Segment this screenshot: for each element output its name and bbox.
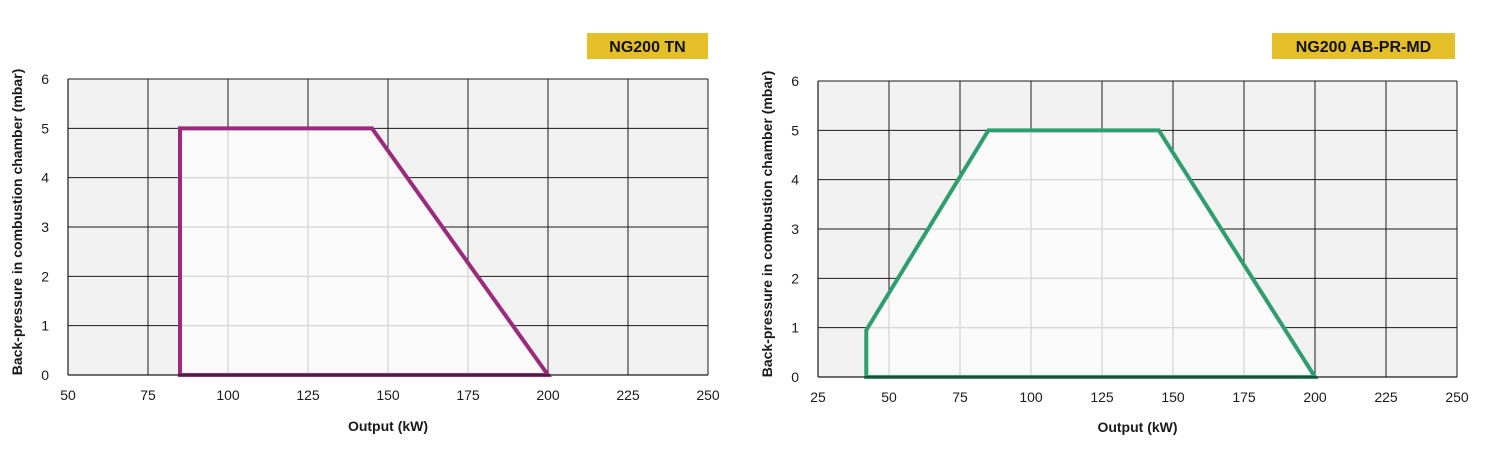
y-tick-label-3: 3 — [791, 221, 799, 237]
x-tick-label-6: 175 — [1232, 389, 1256, 405]
title-badge — [1272, 33, 1455, 59]
x-tick-label-0: 25 — [810, 389, 826, 405]
envelope-fill — [866, 130, 1315, 377]
x-tick-label-5: 150 — [1161, 389, 1185, 405]
chart-ng200-ab-pr-md: 25 50 75 100 125 150 175 200 225 250 0 1 2 3 4 5 6 Output… — [759, 33, 1469, 435]
y-tick-label-1: 1 — [791, 320, 799, 336]
y-axis-title: Back-pressure in combustion chamber (mba… — [9, 69, 25, 376]
y-tick-label-2: 2 — [41, 268, 49, 284]
chart-title: NG200 TN — [609, 39, 685, 56]
chart-ng200-tn: 50 75 100 125 150 175 200 225 250 0 1 2 3 4 5 6 Output (… — [9, 33, 720, 434]
title-badge — [587, 33, 708, 59]
y-tick-label-0: 0 — [791, 369, 799, 385]
x-tick-label-8: 225 — [1374, 389, 1398, 405]
y-tick-label-6: 6 — [791, 73, 799, 89]
x-axis-title: Output (kW) — [348, 418, 428, 434]
x-tick-label-3: 125 — [296, 387, 320, 403]
y-tick-label-4: 4 — [41, 170, 49, 186]
x-tick-label-6: 200 — [536, 387, 560, 403]
y-tick-label-2: 2 — [791, 270, 799, 286]
x-tick-label-8: 250 — [696, 387, 720, 403]
x-tick-label-7: 200 — [1303, 389, 1327, 405]
y-axis-title: Back-pressure in combustion chamber (mba… — [759, 71, 775, 378]
x-tick-label-0: 50 — [60, 387, 76, 403]
x-tick-label-4: 150 — [376, 387, 400, 403]
y-tick-label-1: 1 — [41, 318, 49, 334]
y-tick-label-5: 5 — [791, 122, 799, 138]
y-tick-label-5: 5 — [41, 120, 49, 136]
x-tick-label-3: 100 — [1019, 389, 1043, 405]
y-tick-label-4: 4 — [791, 172, 799, 188]
y-tick-label-6: 6 — [41, 71, 49, 87]
x-axis-title: Output (kW) — [1097, 419, 1177, 435]
x-tick-label-2: 100 — [216, 387, 240, 403]
x-tick-label-7: 225 — [616, 387, 640, 403]
x-tick-label-1: 75 — [140, 387, 156, 403]
y-tick-label-0: 0 — [41, 367, 49, 383]
x-tick-label-1: 50 — [881, 389, 897, 405]
x-tick-label-4: 125 — [1090, 389, 1114, 405]
chart-title: NG200 AB-PR-MD — [1296, 39, 1431, 56]
x-tick-label-5: 175 — [456, 387, 480, 403]
y-tick-label-3: 3 — [41, 219, 49, 235]
envelope-fill — [180, 128, 548, 375]
x-tick-label-2: 75 — [952, 389, 968, 405]
x-tick-label-9: 250 — [1445, 389, 1469, 405]
